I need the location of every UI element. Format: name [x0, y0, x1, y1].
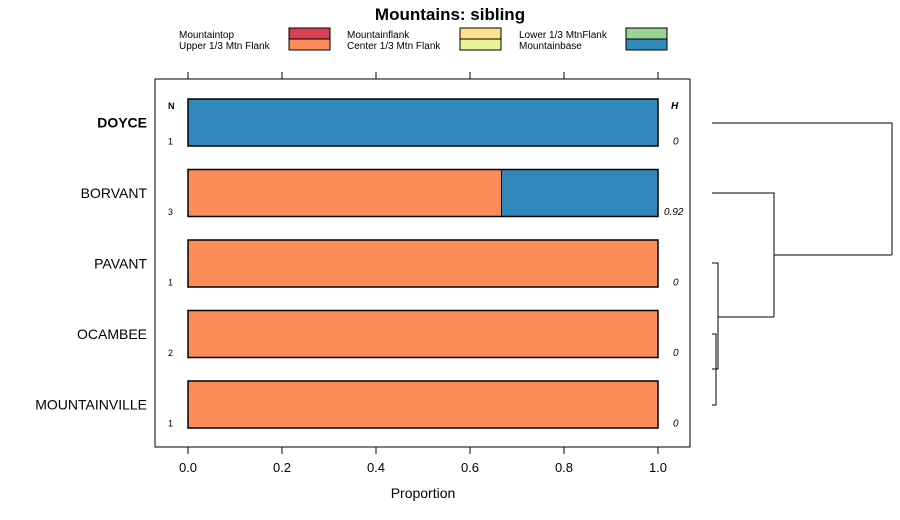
row-label: PAVANT [94, 256, 147, 272]
plot-frame [154, 78, 691, 448]
chart-title: Mountains: sibling [375, 5, 525, 24]
bar-outline [187, 168, 659, 218]
legend-swatch [625, 38, 668, 51]
dendro-branch-pavant [712, 262, 774, 318]
bar-segment [187, 310, 659, 358]
h-value: 0.92 [664, 207, 684, 218]
h-value: 0 [673, 137, 679, 148]
h-value: 0 [673, 419, 679, 430]
dendro-branch-borvant [712, 192, 775, 317]
legend-label: Lower 1/3 MtnFlank [519, 30, 608, 41]
dendrogram [712, 122, 893, 406]
row-label: MOUNTAINVILLE [35, 397, 147, 413]
bar-segment [187, 169, 502, 217]
dendro-branch-ocambee [712, 333, 717, 370]
legend-label: Mountaintop [179, 30, 234, 41]
x-tick-label: 1.0 [649, 460, 667, 475]
bars [187, 98, 659, 429]
row-label: OCAMBEE [77, 326, 147, 342]
legend-label: Center 1/3 Mtn Flank [347, 41, 441, 52]
x-axis-label: Proportion [391, 485, 456, 501]
row-labels: DOYCE 1 0 BORVANT 3 0.92 PAVANT 1 0 OCAMBEE 2 0 MOUN… [35, 115, 684, 430]
x-axis: 0.0 0.2 0.4 0.6 0.8 1.0 [179, 72, 667, 475]
h-value: 0 [673, 348, 679, 359]
bar-segment [187, 239, 659, 288]
bar-outline [187, 98, 659, 147]
n-value: 1 [168, 137, 173, 147]
legend-label: Mountainflank [347, 30, 410, 41]
legend-label: Upper 1/3 Mtn Flank [179, 41, 271, 52]
dendro-branch-mountainville [712, 334, 717, 406]
dendro-branch-doyce [712, 122, 893, 255]
n-value: 1 [168, 278, 173, 288]
x-tick-label: 0.6 [461, 460, 479, 475]
n-value: 1 [168, 419, 173, 429]
legend-swatch [288, 38, 331, 51]
row-label: BORVANT [81, 185, 148, 201]
h-value: 0 [673, 278, 679, 289]
bar-outline [187, 309, 659, 359]
x-tick-label: 0.2 [273, 460, 291, 475]
n-header: N [168, 101, 175, 111]
bar-outline [187, 380, 659, 429]
n-value: 3 [168, 207, 173, 217]
bar-segment [187, 98, 659, 147]
legend-swatch [625, 27, 668, 40]
x-tick-label: 0.0 [179, 460, 197, 475]
row-label: DOYCE [97, 115, 147, 131]
x-tick-label: 0.4 [367, 460, 385, 475]
bar-segment [187, 380, 659, 429]
legend-label: Mountainbase [519, 41, 582, 52]
legend-swatch [288, 27, 331, 40]
x-tick-label: 0.8 [555, 460, 573, 475]
bar-outline [187, 239, 659, 288]
dendro-join-bottom [716, 317, 719, 370]
bar-segment [500, 169, 659, 217]
legend-swatch [459, 27, 502, 40]
legend-swatch [459, 38, 502, 51]
h-header: H [671, 101, 679, 112]
n-value: 2 [168, 348, 173, 358]
